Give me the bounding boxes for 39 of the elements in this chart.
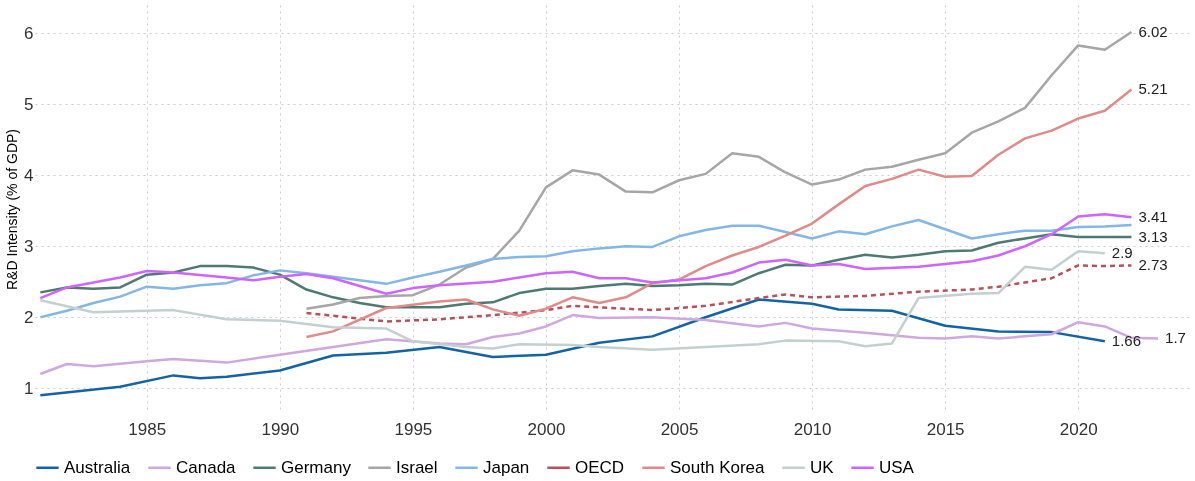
x-tick-label: 1995 xyxy=(394,419,433,439)
legend-label: Germany xyxy=(281,457,352,477)
annotation: 6.02 xyxy=(1138,22,1168,40)
annotation: 2.9 xyxy=(1111,244,1133,262)
annotation: 1.66 xyxy=(1111,332,1142,350)
legend-label: Japan xyxy=(483,457,530,477)
y-tick-label: 4 xyxy=(24,165,34,185)
annotation: 3.41 xyxy=(1138,208,1168,226)
x-tick-label: 1985 xyxy=(128,419,167,439)
line-series xyxy=(39,213,1133,300)
x-tick-label: 2020 xyxy=(1059,419,1098,439)
legend-label: USA xyxy=(879,457,915,477)
line-series xyxy=(39,298,1107,397)
x-tick-label: 2000 xyxy=(527,419,566,439)
line-series xyxy=(305,30,1133,310)
legend-label: Israel xyxy=(396,457,438,477)
legend-label: South Korea xyxy=(670,457,766,477)
legend-label: UK xyxy=(810,457,835,477)
x-tick-label: 2015 xyxy=(926,419,965,439)
legend-label: Canada xyxy=(176,457,237,477)
y-tick-label: 2 xyxy=(24,307,34,327)
annotation: 3.13 xyxy=(1138,228,1168,246)
x-tick-label: 1990 xyxy=(261,419,300,439)
y-tick-label: 5 xyxy=(24,94,34,114)
annotation: 5.21 xyxy=(1138,80,1168,98)
line-series xyxy=(39,218,1133,319)
y-tick-label: 6 xyxy=(24,23,34,43)
legend-label: OECD xyxy=(575,457,625,477)
y-tick-label: 3 xyxy=(24,236,34,256)
y-axis-title: R&D Intensity (% of GDP) xyxy=(4,128,21,291)
line-series xyxy=(39,232,1133,309)
x-tick-label: 2005 xyxy=(660,419,699,439)
y-tick-label: 1 xyxy=(24,378,34,398)
x-tick-label: 2010 xyxy=(793,419,832,439)
annotation: 1.7 xyxy=(1165,329,1186,347)
annotation: 2.73 xyxy=(1138,256,1168,274)
line-series xyxy=(305,264,1133,323)
legend-label: Australia xyxy=(64,457,131,477)
line-series xyxy=(39,313,1160,376)
